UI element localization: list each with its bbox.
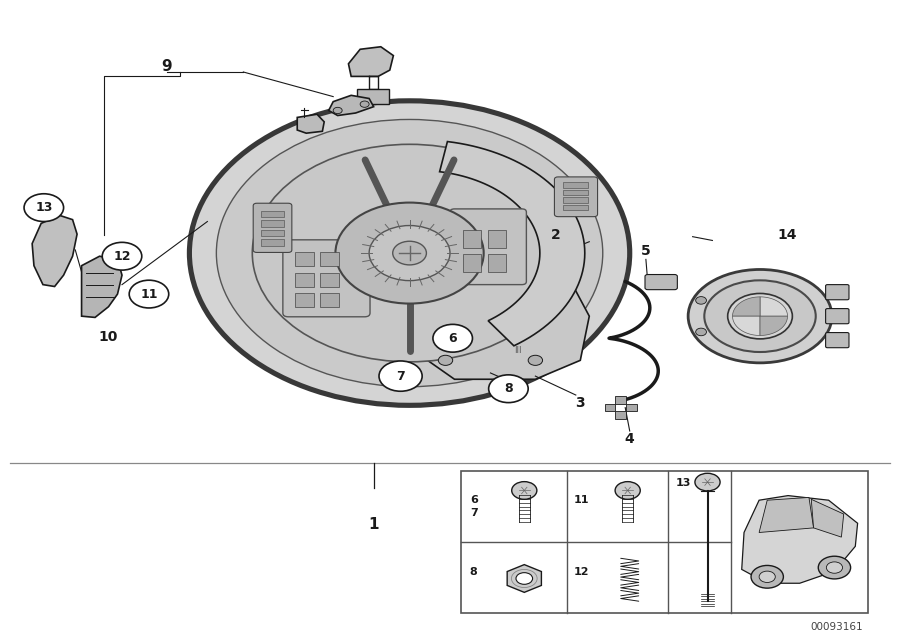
Bar: [261, 230, 284, 236]
Polygon shape: [32, 215, 77, 286]
FancyBboxPatch shape: [825, 309, 849, 324]
Circle shape: [696, 297, 706, 304]
Polygon shape: [439, 142, 585, 346]
Text: 11: 11: [140, 288, 158, 300]
Circle shape: [696, 328, 706, 336]
Bar: [562, 197, 588, 203]
FancyBboxPatch shape: [450, 209, 526, 284]
Circle shape: [528, 356, 543, 365]
Polygon shape: [82, 257, 122, 318]
Bar: [320, 253, 339, 266]
Bar: [562, 204, 588, 210]
Circle shape: [751, 565, 783, 588]
Bar: [261, 220, 284, 227]
Ellipse shape: [189, 101, 630, 405]
Text: III: III: [514, 346, 521, 356]
Bar: [320, 272, 339, 286]
FancyBboxPatch shape: [825, 333, 849, 348]
Polygon shape: [759, 497, 814, 533]
FancyBboxPatch shape: [253, 203, 292, 253]
Circle shape: [438, 356, 453, 365]
Bar: [294, 293, 314, 307]
Bar: [461, 471, 868, 613]
Text: 3: 3: [575, 396, 585, 410]
Polygon shape: [742, 495, 858, 584]
Circle shape: [333, 107, 342, 114]
Circle shape: [433, 324, 472, 352]
Text: 8: 8: [504, 382, 513, 395]
Text: 13: 13: [676, 478, 691, 488]
Circle shape: [818, 556, 850, 579]
FancyBboxPatch shape: [645, 274, 678, 290]
Polygon shape: [418, 234, 590, 379]
Bar: [616, 411, 626, 419]
Ellipse shape: [216, 119, 603, 387]
Polygon shape: [508, 565, 542, 592]
Polygon shape: [811, 499, 843, 537]
Bar: [357, 89, 389, 104]
Polygon shape: [760, 316, 788, 335]
Circle shape: [826, 562, 842, 573]
Bar: [294, 253, 314, 266]
Text: 10: 10: [99, 330, 118, 344]
Text: 4: 4: [625, 432, 634, 446]
Text: 00093161: 00093161: [811, 622, 863, 632]
Bar: [488, 231, 506, 248]
Bar: [626, 404, 637, 411]
Text: 7: 7: [396, 370, 405, 383]
Text: 12: 12: [574, 567, 590, 577]
Bar: [562, 182, 588, 187]
Ellipse shape: [705, 280, 815, 352]
Ellipse shape: [336, 203, 483, 304]
Circle shape: [130, 280, 168, 308]
Bar: [320, 293, 339, 307]
Text: 2: 2: [551, 229, 561, 243]
Circle shape: [512, 481, 537, 499]
Bar: [488, 255, 506, 272]
Text: 5: 5: [641, 244, 651, 258]
Text: 13: 13: [35, 201, 52, 214]
Polygon shape: [733, 316, 760, 335]
Text: 14: 14: [778, 229, 796, 243]
Circle shape: [728, 293, 792, 339]
Circle shape: [103, 243, 142, 270]
FancyBboxPatch shape: [283, 240, 370, 317]
Bar: [464, 255, 482, 272]
FancyBboxPatch shape: [825, 284, 849, 300]
Circle shape: [759, 571, 775, 582]
Polygon shape: [297, 114, 324, 133]
Circle shape: [392, 241, 427, 265]
Circle shape: [379, 361, 422, 391]
Circle shape: [695, 473, 720, 491]
Circle shape: [489, 375, 528, 403]
Text: 7: 7: [470, 507, 478, 518]
Circle shape: [24, 194, 64, 222]
Ellipse shape: [688, 269, 832, 363]
Text: 12: 12: [113, 250, 130, 263]
Circle shape: [360, 101, 369, 107]
Text: 6: 6: [448, 331, 457, 345]
Text: 6: 6: [470, 495, 478, 505]
Circle shape: [516, 573, 533, 584]
FancyBboxPatch shape: [554, 177, 598, 217]
Polygon shape: [733, 297, 760, 316]
Bar: [562, 189, 588, 195]
Bar: [261, 239, 284, 246]
Bar: [294, 272, 314, 286]
Bar: [464, 231, 482, 248]
Text: 8: 8: [470, 567, 478, 577]
Text: 11: 11: [574, 495, 590, 505]
Ellipse shape: [369, 225, 450, 281]
Polygon shape: [760, 297, 788, 316]
Bar: [616, 396, 626, 404]
Bar: [261, 211, 284, 217]
Circle shape: [615, 481, 640, 499]
Text: 1: 1: [368, 517, 379, 532]
Text: 9: 9: [162, 60, 172, 74]
Polygon shape: [328, 95, 374, 116]
Bar: [605, 404, 616, 411]
Polygon shape: [348, 47, 393, 76]
Ellipse shape: [252, 144, 567, 362]
